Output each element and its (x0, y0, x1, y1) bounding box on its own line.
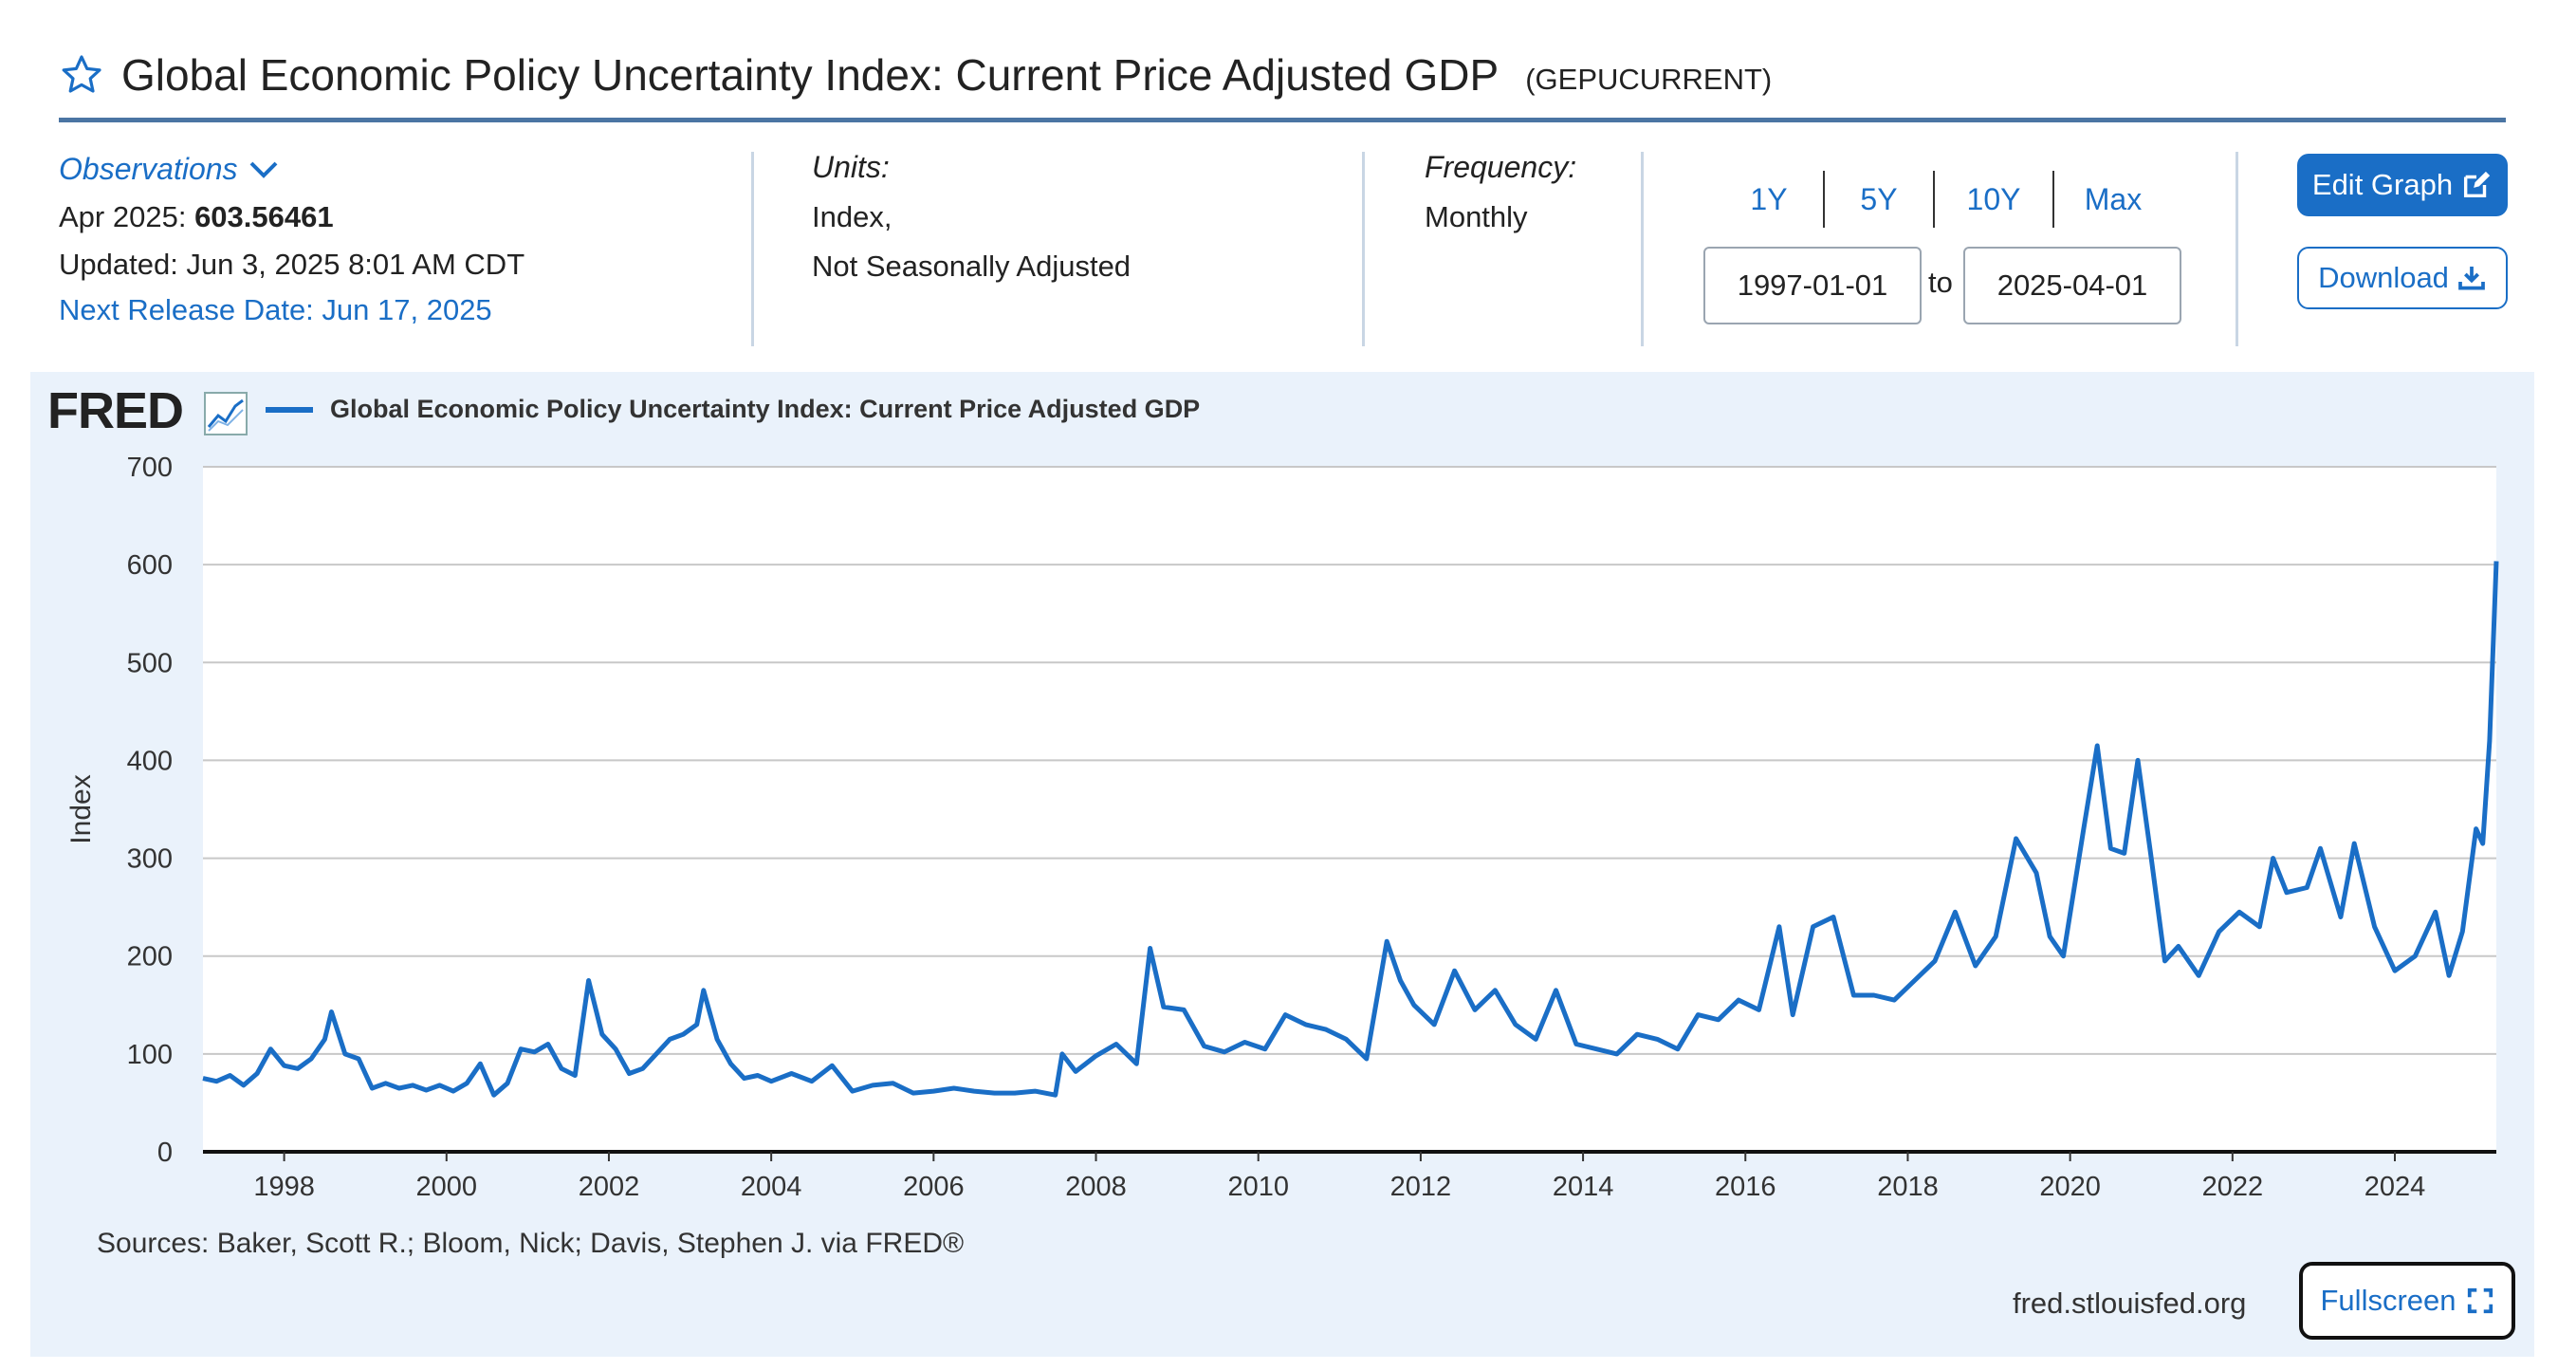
footer-url[interactable]: fred.stlouisfed.org (2013, 1287, 2247, 1320)
fullscreen-label: Fullscreen (2320, 1284, 2456, 1317)
title-row: Global Economic Policy Uncertainty Index… (59, 42, 1772, 108)
page-title: Global Economic Policy Uncertainty Index… (121, 50, 1500, 100)
plot-area (203, 467, 2496, 1152)
x-tick-label: 2020 (2039, 1172, 2101, 1202)
y-axis-label: Index (65, 774, 97, 843)
units-label: Units: (812, 150, 890, 184)
latest-observation-value: 603.56461 (194, 200, 334, 233)
frequency-block: Frequency: Monthly (1425, 150, 1576, 234)
chart-trend-icon (203, 391, 248, 441)
x-axis-ticks: 1998 2000 2002 2004 2006 2008 2010 2012 2014 2016… (253, 1152, 2425, 1202)
next-release-link[interactable]: Next Release Date: Jun 17, 2025 (59, 293, 492, 326)
gridlines (203, 466, 2496, 1154)
fullscreen-button[interactable]: Fullscreen (2299, 1262, 2515, 1340)
range-10y-button[interactable]: 10Y (1966, 181, 2021, 216)
separator (1362, 152, 1365, 346)
y-tick-label: 500 (127, 648, 173, 678)
edit-icon (2464, 171, 2491, 198)
x-tick-label: 2018 (1877, 1172, 1939, 1202)
x-tick-label: 2002 (579, 1172, 640, 1202)
x-tick-label: 2024 (2364, 1172, 2426, 1202)
chevron-down-icon (249, 161, 277, 178)
x-tick-label: 2000 (416, 1172, 478, 1202)
range-5y-button[interactable]: 5Y (1860, 181, 1898, 216)
date-range-to: to (1928, 266, 1953, 299)
legend-swatch (266, 406, 313, 413)
download-icon (2458, 267, 2485, 290)
updated-text: Updated: Jun 3, 2025 8:01 AM CDT (59, 248, 525, 281)
series-layer (202, 561, 2499, 1098)
download-label: Download (2318, 261, 2449, 294)
y-tick-label: 200 (127, 942, 173, 972)
y-tick-label: 600 (127, 550, 173, 581)
title-divider (59, 118, 2506, 122)
y-tick-label: 0 (157, 1138, 173, 1168)
units-line-1: Index, (812, 200, 892, 233)
separator (751, 152, 754, 346)
chart-legend: Global Economic Policy Uncertainty Index… (266, 395, 1200, 424)
x-tick-label: 2014 (1553, 1172, 1614, 1202)
range-max-button[interactable]: Max (2084, 181, 2143, 216)
range-buttons: 1Y 5Y 10Y Max (1736, 171, 2151, 228)
series-id: (GEPUCURRENT) (1525, 63, 1773, 96)
y-tick-label: 400 (127, 746, 173, 776)
y-tick-label: 700 (127, 453, 173, 483)
separator (2236, 152, 2238, 346)
observations-dropdown[interactable]: Observations (59, 152, 524, 187)
units-block: Units: Index, Not Seasonally Adjusted (812, 150, 1131, 284)
fullscreen-icon (2467, 1287, 2493, 1314)
x-tick-label: 1998 (253, 1172, 315, 1202)
range-1y-button[interactable]: 1Y (1750, 181, 1788, 216)
y-axis-ticks: 0 100 200 300 400 500 600 700 (127, 453, 173, 1168)
star-icon[interactable] (59, 52, 104, 98)
x-tick-label: 2012 (1390, 1172, 1452, 1202)
fred-logo: FRED (47, 382, 184, 439)
range-separator (1933, 171, 1935, 228)
start-date-input[interactable]: 1997-01-01 (1703, 247, 1922, 324)
range-separator (2052, 171, 2054, 228)
x-tick-label: 2010 (1227, 1172, 1289, 1202)
observations-block: Observations Apr 2025: 603.56461 Updated… (59, 152, 524, 327)
range-separator (1823, 171, 1825, 228)
y-tick-label: 300 (127, 844, 173, 875)
end-date-input[interactable]: 2025-04-01 (1963, 247, 2181, 324)
x-tick-label: 2006 (903, 1172, 965, 1202)
observations-label: Observations (59, 152, 238, 186)
sources-text: Sources: Baker, Scott R.; Bloom, Nick; D… (97, 1228, 965, 1259)
edit-graph-label: Edit Graph (2311, 168, 2454, 201)
x-tick-label: 2016 (1715, 1172, 1776, 1202)
frequency-label: Frequency: (1425, 150, 1577, 184)
series-line (202, 561, 2499, 1098)
x-tick-label: 2008 (1065, 1172, 1127, 1202)
separator (1641, 152, 1644, 346)
frequency-value: Monthly (1425, 200, 1528, 233)
x-tick-label: 2022 (2202, 1172, 2264, 1202)
y-tick-label: 100 (127, 1040, 173, 1070)
edit-graph-button[interactable]: Edit Graph (2297, 154, 2508, 216)
x-tick-label: 2004 (741, 1172, 802, 1202)
units-line-2: Not Seasonally Adjusted (812, 250, 1132, 283)
latest-observation-date: Apr 2025: (59, 200, 187, 233)
latest-observation: Apr 2025: 603.56461 (59, 200, 524, 234)
download-button[interactable]: Download (2297, 247, 2508, 309)
legend-label: Global Economic Policy Uncertainty Index… (330, 395, 1201, 423)
